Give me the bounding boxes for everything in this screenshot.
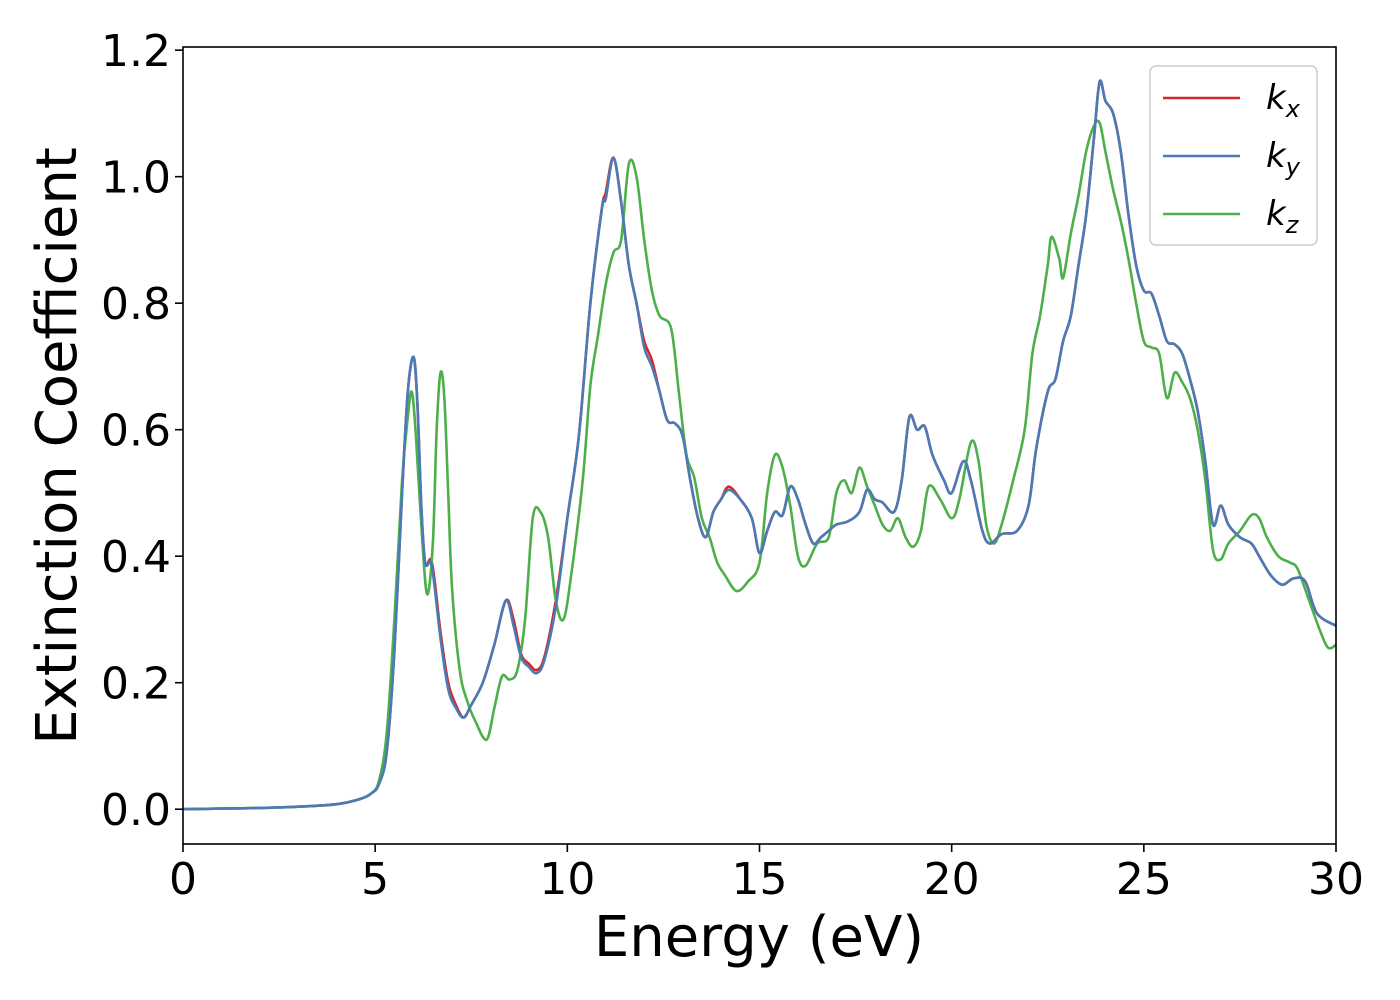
y-axis: 0.0 0.2 0.4 0.6 0.8 1.0 1.2: [101, 26, 183, 836]
y-axis-title: Extinction Coefficient: [25, 147, 90, 745]
y-tick-label: 0.2: [101, 659, 171, 710]
x-tick-label: 20: [924, 854, 980, 905]
series-layer: [183, 79, 1336, 811]
y-tick-label: 1.2: [101, 26, 171, 77]
legend-label-kx: kx: [1266, 78, 1301, 123]
legend-label-kz: kz: [1266, 194, 1300, 239]
x-axis: 0 5 10 15 20 25 30: [169, 844, 1364, 905]
y-tick-label: 1.0: [101, 153, 171, 204]
series-line-kz: [183, 119, 1336, 811]
x-tick-label: 15: [732, 854, 788, 905]
x-tick-label: 10: [539, 854, 595, 905]
y-tick-label: 0.4: [101, 532, 171, 583]
y-tick-label: 0.6: [101, 406, 171, 457]
y-tick-label: 0.8: [101, 279, 171, 330]
x-tick-label: 30: [1308, 854, 1364, 905]
legend-label-ky: ky: [1266, 136, 1301, 181]
legend: kx ky kz: [1149, 65, 1318, 246]
y-tick-label: 0.0: [101, 785, 171, 836]
series-line-ky: [183, 79, 1336, 811]
x-tick-label: 25: [1116, 854, 1172, 905]
plot-area: [183, 47, 1336, 844]
x-tick-label: 0: [169, 854, 197, 905]
x-tick-label: 5: [361, 854, 389, 905]
x-axis-title: Energy (eV): [594, 905, 924, 970]
